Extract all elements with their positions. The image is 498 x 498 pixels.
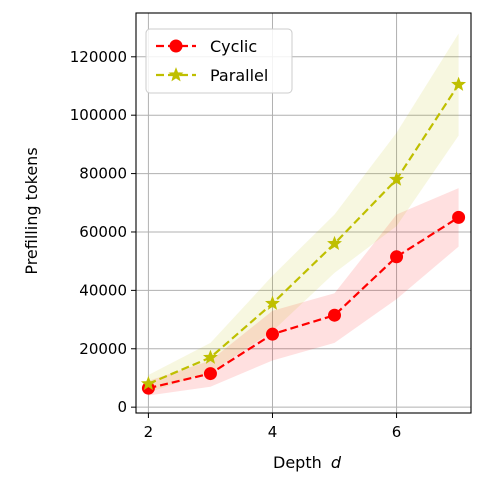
x-tick-label: 4 (268, 423, 278, 441)
parallel-point (327, 235, 342, 250)
cyclic-point (452, 210, 466, 224)
series-lines (147, 83, 460, 390)
y-axis-label: Prefilling tokens (22, 147, 41, 274)
x-axis-label-text: Depth (273, 453, 322, 472)
axis-ticks: 2 4 6 0 20000 40000 60000 80000 100000 120000 (70, 48, 402, 441)
plot-frame (135, 12, 472, 414)
legend-label: Cyclic (210, 37, 257, 56)
x-axis-label: Depth d (273, 453, 342, 472)
series-markers (140, 76, 467, 395)
cyclic-band (148, 188, 459, 396)
cyclic-point (265, 327, 279, 341)
x-tick-label: 2 (144, 423, 154, 441)
y-tick-label: 120000 (70, 48, 127, 66)
legend-swatch-marker (168, 67, 184, 82)
parallel-band (148, 33, 459, 393)
cyclic-point (328, 308, 342, 322)
x-tick-label: 6 (392, 423, 402, 441)
parallel-line (147, 83, 460, 385)
cyclic-point (203, 367, 217, 381)
confidence-bands (148, 33, 459, 396)
parallel-point (451, 76, 467, 91)
legend-item-cyclic: Cyclic (156, 37, 257, 56)
legend-label: Parallel (210, 66, 268, 85)
legend-swatch-marker (169, 39, 183, 53)
cyclic-point (390, 250, 404, 264)
y-tick-label: 60000 (79, 223, 127, 241)
x-axis-variable: d (331, 453, 342, 472)
legend: Cyclic Parallel (145, 28, 293, 94)
parallel-point (265, 295, 280, 310)
cyclic-line (148, 216, 460, 390)
legend-item-parallel: Parallel (156, 66, 268, 85)
y-tick-label: 0 (117, 398, 127, 416)
parallel-point (140, 375, 156, 391)
parallel-point (389, 171, 405, 186)
y-tick-label: 80000 (79, 165, 127, 183)
y-tick-label: 40000 (79, 281, 127, 299)
y-tick-label: 100000 (70, 106, 127, 124)
y-tick-label: 20000 (79, 340, 127, 358)
parallel-point (202, 349, 218, 364)
